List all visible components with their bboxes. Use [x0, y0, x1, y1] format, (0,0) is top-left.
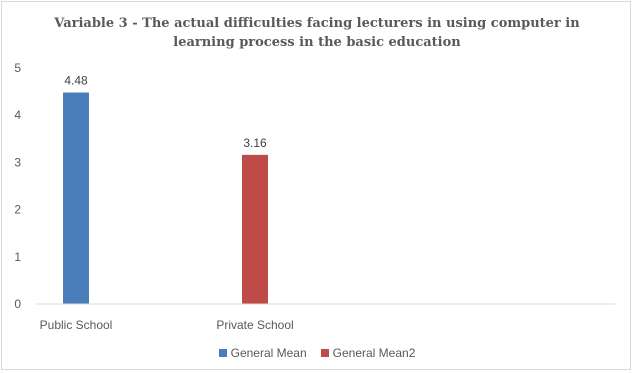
y-tick-label: 3 [14, 155, 21, 169]
y-tick-label: 1 [14, 250, 21, 264]
legend-swatch [218, 349, 227, 357]
y-tick-label: 2 [14, 203, 21, 217]
x-tick-label: Private School [216, 318, 293, 332]
legend-swatch [320, 349, 329, 357]
y-tick-label: 0 [14, 297, 21, 311]
y-tick-label: 4 [14, 108, 21, 122]
legend-item: General Mean2 [320, 346, 416, 360]
data-label: 4.48 [64, 74, 88, 88]
chart-title-line-1: Variable 3 - The actual difficulties fac… [54, 16, 580, 31]
chart-title: Variable 3 - The actual difficulties fac… [0, 14, 634, 52]
legend: General Mean General Mean2 [0, 346, 634, 360]
legend-label: General Mean [230, 346, 307, 360]
x-tick-label: Public School [40, 318, 113, 332]
chart-title-line-2: learning process in the basic education [173, 35, 461, 50]
y-tick-label: 5 [14, 61, 21, 75]
legend-item: General Mean [218, 346, 307, 360]
bar [63, 92, 89, 304]
legend-label: General Mean2 [332, 346, 416, 360]
data-label: 3.16 [243, 136, 267, 150]
bar [242, 154, 268, 304]
